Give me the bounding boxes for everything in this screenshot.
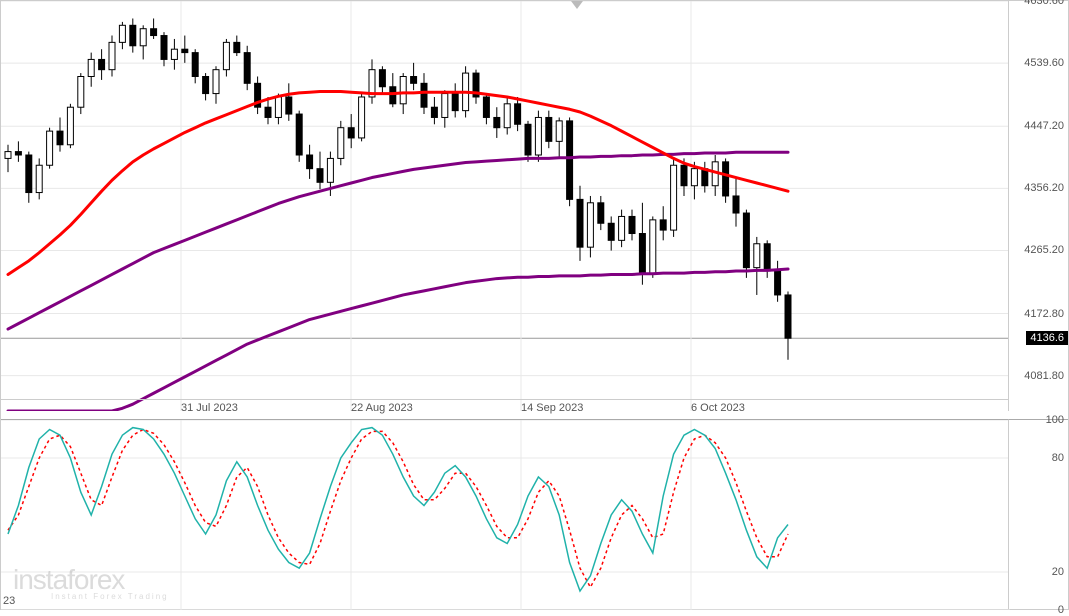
price-tick-label: 4630.60 [1024,0,1064,7]
date-tick-label: 31 Jul 2023 [181,402,238,414]
price-tick-label: 4539.60 [1024,57,1064,69]
price-tick-label: 4172.80 [1024,308,1064,320]
indicator-tick-label: 80 [1052,452,1064,464]
indicator-tick-label: 100 [1046,414,1064,426]
date-axis: 31 Jul 2023 22 Aug 2023 14 Sep 2023 6 Oct 2… [1,399,1008,419]
date-tick-label: 22 Aug 2023 [351,402,413,414]
price-pane[interactable] [1,1,1008,411]
chevron-down-icon[interactable] [571,1,583,9]
indicator-tick-label: 0 [1058,604,1064,616]
price-tick-label: 4356.20 [1024,182,1064,194]
current-price-value: 4136.6 [1030,332,1064,344]
date-tick-label: 6 Oct 2023 [691,402,745,414]
price-svg [1,1,1008,411]
bottom-left-year: 23 [3,595,15,607]
price-axis: 4630.60 4539.60 4447.20 4356.20 4265.20 4172.… [1008,1,1068,411]
date-tick-label: 14 Sep 2023 [521,402,583,414]
indicator-axis: 10080200 [1008,419,1068,609]
indicator-tick-label: 20 [1052,566,1064,578]
indicator-pane[interactable]: instaforex Instant Forex Trading 23 [1,419,1008,609]
chart-container: 4630.60 4539.60 4447.20 4356.20 4265.20 4172.… [1,1,1068,609]
current-price-label: 4136.6 [1026,331,1068,345]
price-tick-label: 4447.20 [1024,120,1064,132]
price-tick-label: 4081.80 [1024,370,1064,382]
indicator-svg [1,420,1010,610]
price-tick-label: 4265.20 [1024,244,1064,256]
